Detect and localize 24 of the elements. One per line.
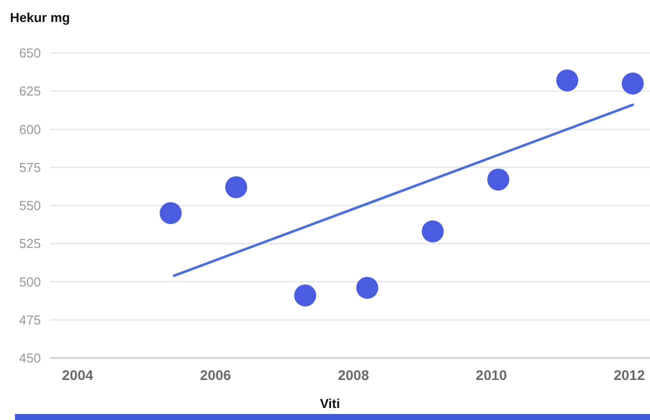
point — [556, 69, 578, 92]
x-tick-label: 2008 — [338, 367, 370, 383]
y-tick-label: 650 — [19, 46, 41, 61]
point — [225, 176, 248, 198]
point — [487, 168, 510, 191]
x-tick-label: 2004 — [62, 367, 94, 383]
y-tick-label: 550 — [19, 198, 41, 214]
y-tick-label: 575 — [19, 160, 41, 175]
point — [356, 276, 378, 299]
x-tick-label: 2006 — [200, 367, 232, 383]
y-tick-label: 600 — [19, 122, 41, 137]
point — [622, 72, 644, 94]
y-axis-title: Hekur mg — [10, 10, 70, 25]
y-tick-label: 475 — [19, 312, 41, 328]
point — [422, 220, 444, 242]
x-axis-title: Viti — [320, 396, 340, 411]
x-tick-label: 2010 — [476, 367, 508, 383]
point — [160, 202, 182, 224]
y-tick-label: 450 — [19, 350, 41, 366]
y-tick-label: 525 — [19, 236, 41, 252]
point — [294, 284, 316, 306]
y-tick-label: 625 — [19, 84, 41, 99]
y-tick-label: 500 — [19, 274, 41, 290]
x-tick-label: 2012 — [614, 367, 646, 383]
